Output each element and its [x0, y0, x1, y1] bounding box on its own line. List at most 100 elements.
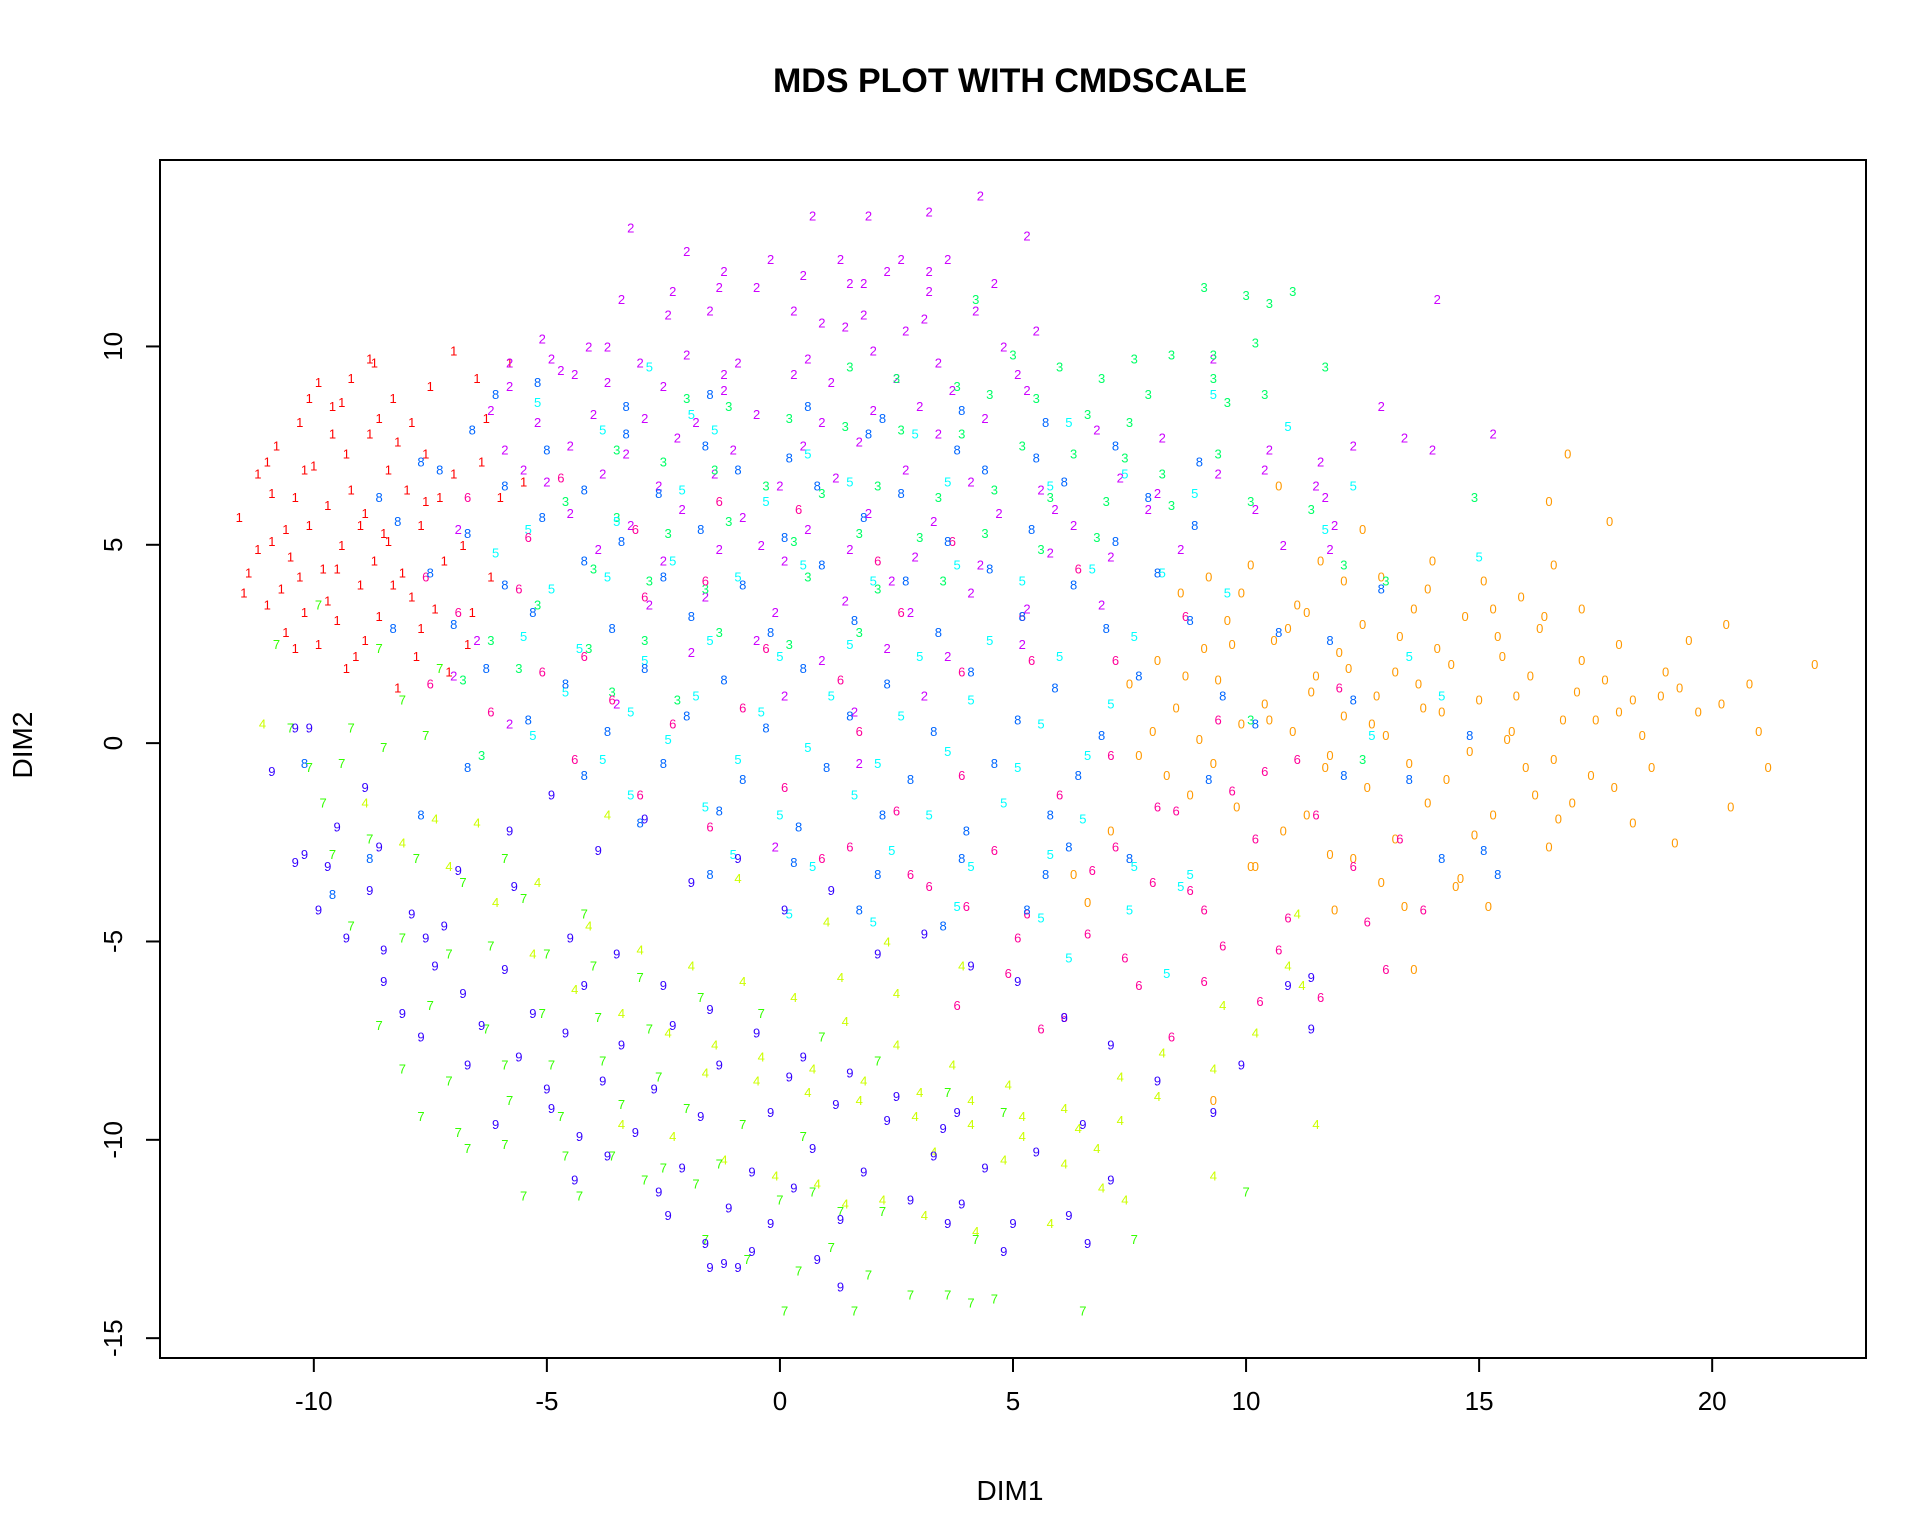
point-digit-0: 0 [1196, 732, 1203, 747]
point-digit-2: 2 [660, 379, 667, 394]
point-digit-2: 2 [548, 351, 555, 366]
point-digit-5: 5 [888, 843, 895, 858]
point-digit-6: 6 [958, 665, 965, 680]
point-digit-7: 7 [319, 796, 326, 811]
point-digit-5: 5 [1047, 847, 1054, 862]
point-digit-4: 4 [664, 1026, 671, 1041]
point-digit-9: 9 [1154, 1073, 1161, 1088]
point-digit-3: 3 [972, 292, 979, 307]
point-digit-1: 1 [389, 391, 396, 406]
point-digit-0: 0 [1648, 760, 1655, 775]
point-digit-6: 6 [1135, 978, 1142, 993]
point-digit-4: 4 [916, 1085, 923, 1100]
point-digit-4: 4 [688, 958, 695, 973]
point-digit-8: 8 [464, 760, 471, 775]
point-digit-7: 7 [874, 1054, 881, 1069]
point-digit-8: 8 [897, 486, 904, 501]
point-digit-1: 1 [375, 609, 382, 624]
point-digit-0: 0 [1149, 724, 1156, 739]
point-digit-2: 2 [1047, 546, 1054, 561]
point-digit-0: 0 [1070, 867, 1077, 882]
point-digit-2: 2 [674, 431, 681, 446]
point-digit-1: 1 [427, 379, 434, 394]
point-digit-6: 6 [1350, 859, 1357, 874]
x-axis-label: DIM1 [977, 1475, 1044, 1506]
point-digit-0: 0 [1811, 657, 1818, 672]
point-digit-8: 8 [427, 566, 434, 581]
point-digit-8: 8 [981, 462, 988, 477]
point-digit-7: 7 [464, 1141, 471, 1156]
point-digit-1: 1 [324, 593, 331, 608]
point-digit-6: 6 [632, 522, 639, 537]
point-digit-0: 0 [1182, 669, 1189, 684]
point-digit-2: 2 [860, 308, 867, 323]
point-digit-1: 1 [245, 566, 252, 581]
point-digit-9: 9 [953, 1105, 960, 1120]
point-digit-0: 0 [1410, 601, 1417, 616]
point-digit-6: 6 [1168, 1030, 1175, 1045]
point-digit-1: 1 [292, 641, 299, 656]
point-digit-6: 6 [739, 700, 746, 715]
point-digit-9: 9 [846, 1065, 853, 1080]
point-digit-8: 8 [1051, 681, 1058, 696]
point-digit-8: 8 [786, 451, 793, 466]
point-digit-6: 6 [949, 534, 956, 549]
point-digit-2: 2 [716, 280, 723, 295]
point-digit-0: 0 [1485, 899, 1492, 914]
point-digit-2: 2 [720, 367, 727, 382]
point-digit-2: 2 [450, 669, 457, 684]
point-digit-1: 1 [394, 681, 401, 696]
point-digit-5: 5 [1056, 649, 1063, 664]
point-digit-2: 2 [781, 689, 788, 704]
point-digit-1: 1 [483, 411, 490, 426]
point-digit-3: 3 [786, 637, 793, 652]
point-digit-1: 1 [306, 391, 313, 406]
point-digit-5: 5 [627, 788, 634, 803]
point-digit-7: 7 [828, 1240, 835, 1255]
point-digit-6: 6 [1014, 931, 1021, 946]
point-digit-0: 0 [1695, 704, 1702, 719]
point-digit-6: 6 [1061, 1010, 1068, 1025]
point-digit-6: 6 [762, 641, 769, 656]
point-digit-2: 2 [567, 506, 574, 521]
point-digit-0: 0 [1531, 788, 1538, 803]
point-digit-9: 9 [748, 1165, 755, 1180]
point-digit-1: 1 [408, 415, 415, 430]
point-digit-0: 0 [1685, 633, 1692, 648]
point-digit-1: 1 [301, 462, 308, 477]
point-digit-0: 0 [1471, 827, 1478, 842]
point-digit-2: 2 [739, 510, 746, 525]
point-digit-0: 0 [1657, 689, 1664, 704]
point-digit-7: 7 [347, 919, 354, 934]
point-digit-0: 0 [1541, 609, 1548, 624]
point-digit-7: 7 [487, 938, 494, 953]
point-digit-9: 9 [478, 1018, 485, 1033]
point-digit-7: 7 [1242, 1184, 1249, 1199]
point-digit-9: 9 [837, 1212, 844, 1227]
point-digit-9: 9 [767, 1105, 774, 1120]
point-digit-2: 2 [790, 367, 797, 382]
point-digit-1: 1 [264, 597, 271, 612]
point-digit-2: 2 [678, 502, 685, 517]
point-digit-7: 7 [1000, 1105, 1007, 1120]
point-digit-0: 0 [1275, 478, 1282, 493]
point-digit-4: 4 [893, 1038, 900, 1053]
point-digit-5: 5 [1107, 697, 1114, 712]
point-digit-1: 1 [282, 625, 289, 640]
point-digit-0: 0 [1326, 847, 1333, 862]
y-axis: -15 -10 -5 0 5 10 [98, 332, 161, 1357]
point-digit-9: 9 [874, 946, 881, 961]
point-digit-9: 9 [324, 859, 331, 874]
point-digit-8: 8 [1154, 566, 1161, 581]
point-digit-6: 6 [525, 530, 532, 545]
point-digit-1: 1 [450, 343, 457, 358]
point-digit-8: 8 [688, 609, 695, 624]
point-digit-3: 3 [608, 685, 615, 700]
point-digit-2: 2 [870, 403, 877, 418]
point-digit-7: 7 [581, 907, 588, 922]
point-digit-2: 2 [604, 375, 611, 390]
point-digit-0: 0 [1550, 558, 1557, 573]
point-digit-3: 3 [613, 443, 620, 458]
point-digit-0: 0 [1615, 704, 1622, 719]
point-digit-9: 9 [1308, 1022, 1315, 1037]
